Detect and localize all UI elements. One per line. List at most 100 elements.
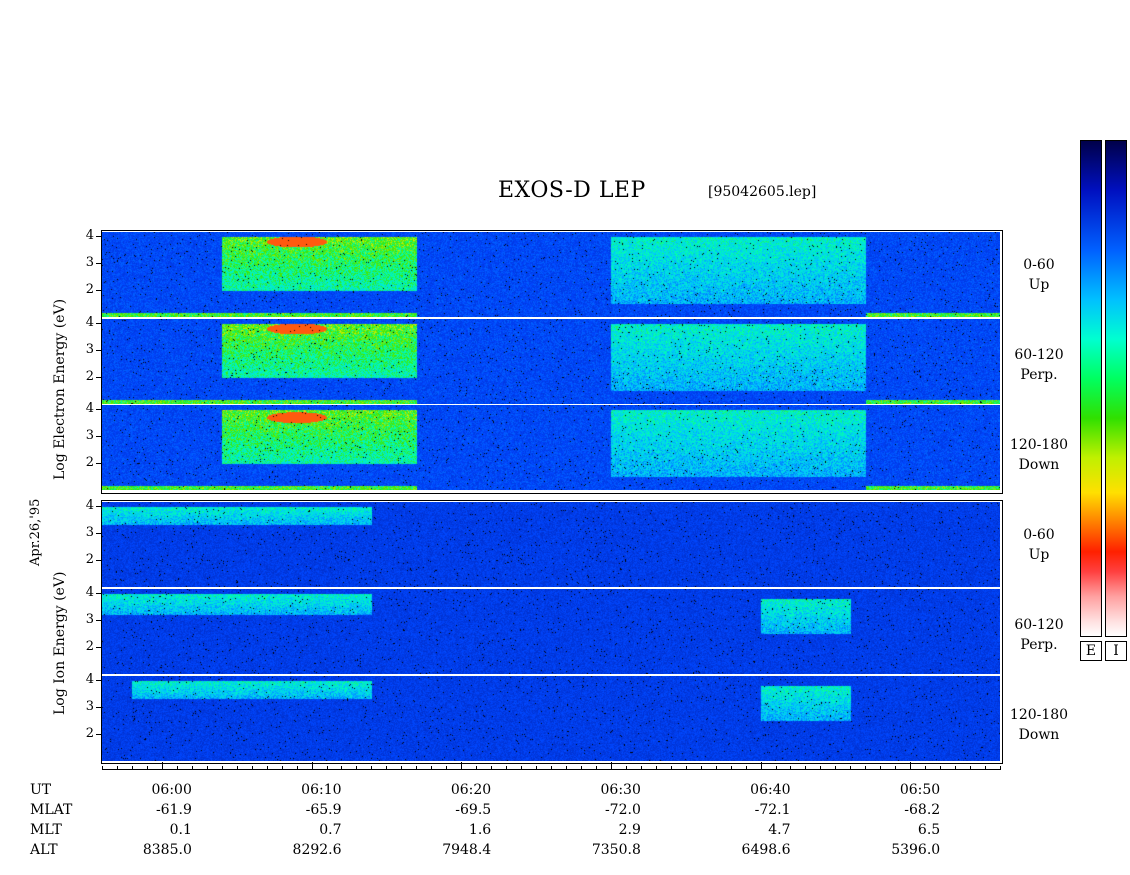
mlat-value: -61.9 bbox=[155, 802, 192, 818]
time-tick-minor bbox=[446, 766, 448, 770]
ut-value: 06:20 bbox=[450, 782, 492, 798]
alt-value: 7350.8 bbox=[591, 842, 641, 858]
time-tick-minor bbox=[805, 766, 807, 770]
row-label-alt: ALT bbox=[30, 842, 58, 858]
pitch-angle-range: 0-60 bbox=[1023, 527, 1055, 543]
spectrogram-electron-perp bbox=[102, 319, 1000, 404]
time-tick-minor bbox=[341, 766, 343, 770]
mlt-value: 6.5 bbox=[917, 822, 941, 838]
y-tick-label: 2 bbox=[85, 369, 94, 385]
mlat-value: -68.2 bbox=[904, 802, 941, 818]
alt-value: 6498.6 bbox=[741, 842, 791, 858]
y-tick-label: 4 bbox=[85, 401, 94, 417]
pitch-angle-label: 60-120 Perp. bbox=[1004, 345, 1074, 385]
mlat-value: -65.9 bbox=[305, 802, 342, 818]
time-tick-minor bbox=[401, 766, 403, 770]
alt-value: 7948.4 bbox=[442, 842, 492, 858]
spectrogram-ion-down bbox=[102, 676, 1000, 761]
colorbar-label-i: I bbox=[1105, 641, 1127, 661]
spectrogram-ion-up bbox=[102, 502, 1000, 587]
time-tick-minor bbox=[386, 766, 388, 770]
y-tick-label: 4 bbox=[85, 585, 94, 601]
y-tick-mark bbox=[96, 463, 102, 465]
y-tick-mark bbox=[96, 533, 102, 535]
time-tick-minor bbox=[221, 766, 223, 770]
y-tick-mark bbox=[96, 263, 102, 265]
time-tick-major bbox=[610, 762, 612, 770]
alt-value: 5396.0 bbox=[891, 842, 941, 858]
time-tick-major bbox=[760, 762, 762, 770]
y-tick-mark bbox=[96, 350, 102, 352]
ut-value: 06:10 bbox=[301, 782, 342, 798]
spectrogram-electron-up bbox=[102, 232, 1000, 317]
spectrogram-electron-down bbox=[102, 405, 1000, 490]
time-tick-minor bbox=[191, 766, 193, 770]
time-tick-minor bbox=[476, 766, 478, 770]
spectrogram-ion-perp bbox=[102, 589, 1000, 674]
colorbar-ion bbox=[1105, 140, 1127, 637]
time-tick-minor bbox=[970, 766, 972, 770]
mlat-value: -72.1 bbox=[754, 802, 791, 818]
time-tick-major bbox=[161, 762, 163, 770]
time-tick-minor bbox=[176, 766, 178, 770]
date-label: Apr.26,'95 bbox=[28, 498, 43, 566]
ion-frame bbox=[101, 500, 1003, 764]
time-tick-minor bbox=[1000, 766, 1001, 770]
y-tick-mark bbox=[96, 409, 102, 411]
y-tick-mark bbox=[96, 593, 102, 595]
row-label-mlat: MLAT bbox=[30, 802, 73, 818]
y-tick-label: 3 bbox=[85, 428, 94, 444]
pitch-angle-range: 120-180 bbox=[1009, 707, 1069, 723]
chart-title: EXOS-D LEP bbox=[498, 178, 646, 203]
time-tick-minor bbox=[700, 766, 702, 770]
time-tick-minor bbox=[580, 766, 582, 770]
time-tick-minor bbox=[326, 766, 328, 770]
time-tick-minor bbox=[356, 766, 358, 770]
mlt-value: 0.1 bbox=[169, 822, 192, 838]
y-tick-mark bbox=[96, 323, 102, 325]
time-tick-minor bbox=[281, 766, 283, 770]
ion-axis-label: Log Ion Energy (eV) bbox=[52, 571, 68, 715]
y-tick-mark bbox=[96, 377, 102, 379]
y-tick-label: 3 bbox=[85, 612, 94, 628]
ut-value: 06:40 bbox=[750, 782, 791, 798]
time-tick-minor bbox=[985, 766, 987, 770]
mlat-value: -69.5 bbox=[455, 802, 492, 818]
time-tick-minor bbox=[730, 766, 732, 770]
y-tick-label: 2 bbox=[85, 552, 94, 568]
time-tick-minor bbox=[850, 766, 852, 770]
file-name: [95042605.lep] bbox=[708, 184, 817, 200]
y-tick-mark bbox=[96, 734, 102, 736]
time-tick-major bbox=[910, 762, 912, 770]
y-tick-label: 3 bbox=[85, 699, 94, 715]
pitch-angle-label: 0-60 Up bbox=[1004, 255, 1074, 295]
pitch-angle-range: 120-180 bbox=[1009, 437, 1069, 453]
y-tick-mark bbox=[96, 680, 102, 682]
time-tick-minor bbox=[775, 766, 777, 770]
time-tick-minor bbox=[536, 766, 538, 770]
time-tick-minor bbox=[206, 766, 208, 770]
time-tick-minor bbox=[521, 766, 523, 770]
time-tick-minor bbox=[565, 766, 567, 770]
pitch-angle-direction: Up bbox=[1028, 547, 1050, 563]
pitch-angle-label: 60-120 Perp. bbox=[1004, 615, 1074, 655]
time-tick-minor bbox=[835, 766, 837, 770]
electron-frame bbox=[101, 230, 1003, 494]
time-tick-minor bbox=[551, 766, 552, 770]
time-tick-minor bbox=[491, 766, 493, 770]
time-tick-minor bbox=[940, 766, 942, 770]
ut-value: 06:00 bbox=[151, 782, 192, 798]
time-tick-minor bbox=[595, 766, 597, 770]
y-tick-label: 4 bbox=[85, 228, 94, 244]
time-tick-minor bbox=[820, 766, 822, 770]
time-tick-minor bbox=[865, 766, 867, 770]
time-tick-major bbox=[461, 762, 463, 770]
time-tick-major bbox=[311, 762, 313, 770]
time-tick-minor bbox=[371, 766, 373, 770]
time-tick-minor bbox=[251, 766, 253, 770]
pitch-angle-label: 120-180 Down bbox=[1004, 705, 1074, 745]
pitch-angle-direction: Perp. bbox=[1020, 637, 1058, 653]
y-tick-label: 2 bbox=[85, 282, 94, 298]
pitch-angle-range: 60-120 bbox=[1014, 347, 1064, 363]
y-tick-mark bbox=[96, 560, 102, 562]
